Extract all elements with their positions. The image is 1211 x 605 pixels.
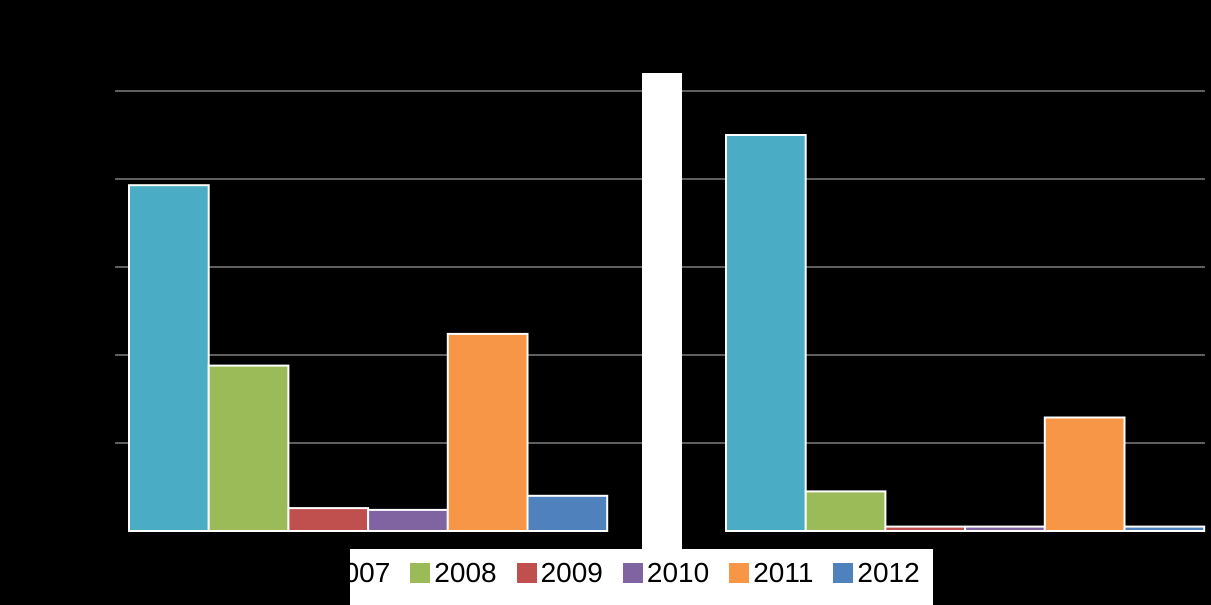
legend-swatch: [833, 563, 854, 583]
legend-swatch: [622, 563, 643, 583]
legend-label: 2011: [753, 557, 814, 588]
legend-item-2012: 2012: [833, 557, 920, 589]
bar-2010-group-1: [367, 508, 449, 532]
legend-item-2007: 2007: [350, 557, 390, 589]
legend-item-2011: 2011: [729, 557, 813, 589]
legend-swatch: [516, 563, 537, 583]
legend-item-2010: 2010: [622, 557, 710, 589]
legend-label: 2010: [646, 557, 710, 588]
bar-2010-group-2: [964, 525, 1046, 532]
bar-2009-group-1: [287, 507, 370, 533]
bar-2012-group-2: [1123, 525, 1206, 532]
bar-2007-group-2: [725, 134, 807, 532]
bar-2009-group-2: [884, 525, 967, 532]
chart-legend: 2007 2008 2009 2010 2011 2012: [350, 549, 933, 605]
bar-2008-group-2: [804, 490, 887, 532]
legend-label: 2008: [434, 557, 497, 588]
legend-swatch: [729, 563, 750, 583]
bar-2012-group-1: [526, 494, 609, 532]
legend-label: 2007: [350, 557, 391, 588]
bars: [128, 134, 1206, 533]
bar-2008-group-1: [207, 364, 290, 532]
center-divider-block: [642, 73, 682, 551]
legend-row: 2007 2008 2009 2010 2011 2012: [350, 557, 933, 589]
legend-label: 2012: [857, 557, 920, 588]
legend-item-2008: 2008: [410, 557, 497, 589]
bar-2011-group-2: [1043, 416, 1126, 532]
legend-label: 2009: [540, 557, 603, 588]
legend-item-2009: 2009: [516, 557, 603, 589]
legend-swatch: [410, 563, 431, 583]
bar-2011-group-1: [446, 332, 529, 532]
bar-2007-group-1: [128, 184, 210, 532]
